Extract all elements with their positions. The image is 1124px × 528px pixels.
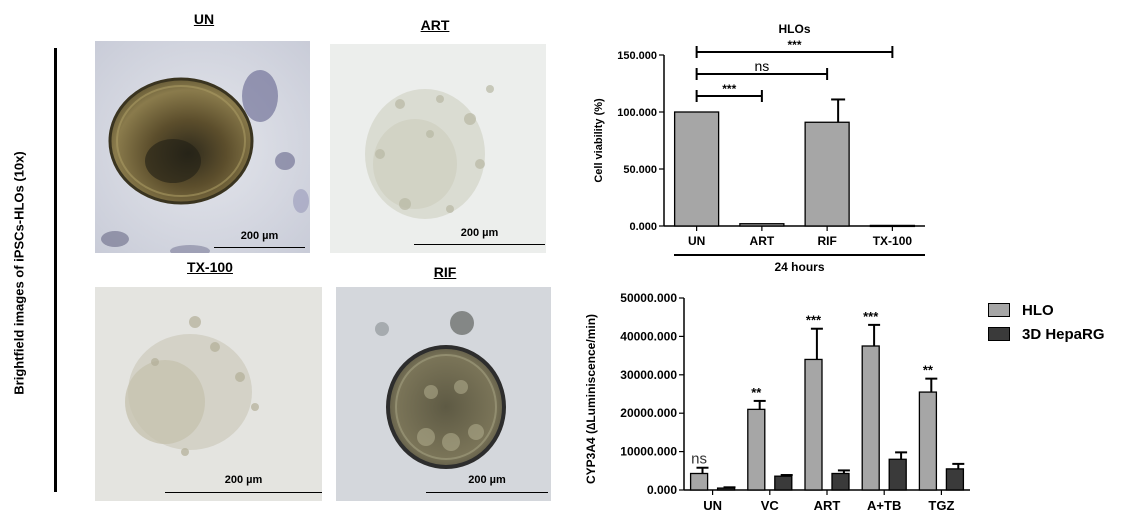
comparison-label: *** (787, 38, 801, 52)
side-label: Brightfield images of iPSCs-HLOs (10x) (6, 56, 32, 490)
y-tick-label: 10000.000 (620, 445, 677, 459)
x-tick-label: A+TB (867, 498, 901, 513)
significance-label: ** (923, 363, 934, 378)
comparison-label: ns (754, 58, 769, 74)
bar-heparg-art (831, 472, 850, 491)
bar-hlo-tgz (918, 391, 938, 491)
bar-rif (804, 121, 850, 227)
x-tick-label: TX-100 (873, 234, 913, 248)
bar-hlo-un (689, 472, 709, 491)
y-tick-label: 30000.000 (620, 368, 677, 382)
x-tick-label: TGZ (928, 498, 954, 513)
y-tick-label: 50.000 (623, 164, 657, 176)
y-tick-label: 100.000 (617, 107, 657, 119)
cell-viability-chart: HLOs 0.000 50.000 100.000 150.000 Cell viabil… (593, 22, 925, 274)
legend-swatch-heparg (988, 327, 1010, 341)
legend-item-hlo: HLO (988, 298, 1105, 322)
bar-heparg-atb (888, 458, 907, 491)
panel-title-tx100: TX-100 (187, 259, 233, 275)
side-label-text: Brightfield images of iPSCs-HLOs (10x) (11, 151, 27, 395)
legend-label-hlo: HLO (1022, 301, 1054, 319)
panel-title-un: UN (193, 11, 215, 27)
bar-un (673, 111, 720, 227)
significance-label: ** (751, 385, 762, 400)
scale-label-tx100: 200 µm (224, 474, 263, 486)
y-axis-label: Cell viability (%) (593, 98, 605, 183)
y-tick-label: 40000.000 (620, 329, 677, 343)
significance-label: *** (863, 309, 879, 324)
bar-heparg-un (716, 487, 736, 491)
scale-label-un: 200 µm (240, 230, 279, 242)
bar-hlo-vc (747, 408, 766, 491)
chart-title: HLOs (778, 22, 810, 36)
y-axis-label: CYP3A4 (∆Luminiscence/min) (584, 314, 598, 484)
x-tick-label: RIF (817, 234, 836, 248)
x-tick-label: UN (688, 234, 705, 248)
y-tick-label: 20000.000 (620, 406, 677, 420)
micrograph-tx100 (95, 287, 322, 501)
scale-bar-un (214, 247, 305, 248)
legend-label-heparg: 3D HepaRG (1022, 325, 1105, 343)
x-tick-label: ART (750, 234, 775, 248)
micrograph-un (95, 41, 310, 253)
scale-bar-tx100 (165, 492, 322, 493)
bar-art (739, 223, 785, 227)
scale-label-art: 200 µm (460, 227, 499, 239)
panel-title-rif: RIF (433, 264, 457, 280)
bar-hlo-atb (861, 345, 880, 491)
y-tick-label: 150.000 (617, 50, 657, 62)
scale-bar-art (414, 244, 545, 245)
legend-swatch-hlo (988, 303, 1010, 317)
cyp3a4-chart: 0.000 10000.000 20000.000 30000.000 40000.00… (584, 291, 970, 513)
micrograph-rif (336, 287, 551, 501)
legend-item-heparg: 3D HepaRG (988, 322, 1105, 346)
comparison-label: *** (722, 82, 736, 96)
bar-heparg-tgz (945, 468, 965, 491)
panel-title-art: ART (420, 17, 450, 33)
x-tick-label: ART (814, 498, 841, 513)
significance-label: *** (806, 313, 822, 328)
bar-heparg-vc (774, 475, 793, 491)
y-tick-label: 0.000 (629, 221, 657, 233)
x-tick-label: UN (703, 498, 722, 513)
y-tick-label: 0.000 (647, 483, 677, 497)
bar-hlo-art (804, 358, 823, 491)
x-tick-label: VC (761, 498, 780, 513)
scale-label-rif: 200 µm (468, 474, 506, 486)
micrograph-art (330, 44, 546, 253)
y-tick-label: 50000.000 (620, 291, 677, 305)
scale-bar-rif (426, 492, 548, 493)
side-bracket-line (54, 48, 57, 492)
x-axis-label: 24 hours (774, 260, 824, 274)
cyp3a4-legend: HLO 3D HepaRG (988, 298, 1105, 346)
significance-label: ns (691, 451, 707, 468)
